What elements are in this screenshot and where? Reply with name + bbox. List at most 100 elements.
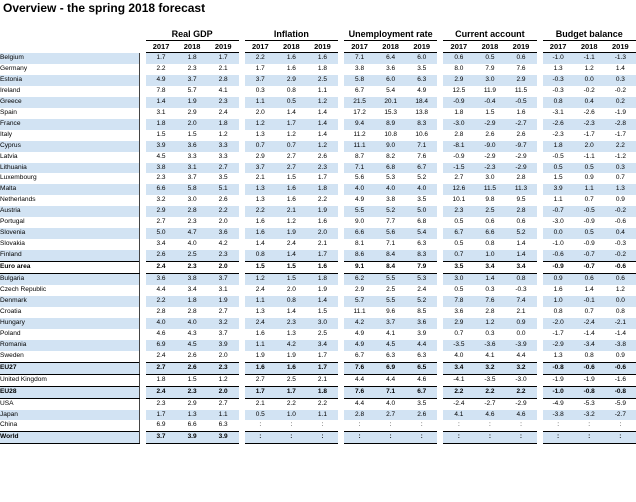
value-cell: -1.7 [542,328,574,340]
value-cell: 1.4 [306,295,338,307]
value-cell: 7.1 [344,162,376,174]
column-gap [238,295,245,307]
value-cell: -2.7 [604,409,636,421]
column-gap [437,273,444,286]
table-row: Czech Republic 4.4 3.4 3.1 2.4 2.0 1.9 2.9 2.5 2.… [0,285,636,296]
column-gap [238,151,245,163]
value-cell: 1.6 [244,328,276,340]
value-cell: -2.4 [443,398,475,410]
value-cell: -1.1 [573,151,605,163]
value-cell: 0.7 [275,140,307,152]
value-cell: : [505,420,537,432]
value-cell: 3.6 [145,273,177,286]
country-name: Slovakia [0,239,140,251]
value-cell: 1.3 [542,63,574,75]
column-gap [238,129,245,141]
value-cell: 2.2 [145,63,177,75]
value-cell: 1.1 [573,184,605,196]
column-gap [337,118,345,130]
country-name: Luxembourg [0,173,140,185]
value-cell: -0.3 [542,74,574,86]
table-row: Greece 1.4 1.9 2.3 1.1 0.5 1.2 21.5 20.1 18.4 -0.9… [0,96,636,108]
value-cell: 0.6 [505,52,537,64]
value-cell: 1.9 [306,206,338,218]
value-cell: 0.3 [604,162,636,174]
value-cell: 4.6 [505,409,537,421]
column-gap [536,273,543,286]
value-cell: 2.6 [176,350,208,363]
column-gap [139,173,146,185]
value-cell: 2.2 [244,52,276,64]
column-gap [536,398,543,410]
table-row: Luxembourg 2.3 3.7 3.5 2.1 1.5 1.7 5.6 5.3 5.2 2.7… [0,173,636,185]
column-gap [238,317,245,329]
column-gap [536,409,543,421]
value-cell: 2.0 [244,107,276,119]
value-cell: -0.6 [604,217,636,229]
value-cell: 0.8 [474,239,506,251]
value-cell: 5.5 [344,206,376,218]
column-gap [437,162,444,174]
value-cell: : [375,420,407,432]
column-gap [238,184,245,196]
value-cell: 10.8 [375,129,407,141]
year-header: 2017 [244,40,276,53]
column-gap [139,374,146,387]
forecast-table: Real GDP Inflation Unemployment rate Curren… [0,18,636,445]
table-body: Belgium 1.7 1.8 1.7 2.2 1.6 1.6 7.1 6.4 6.0 0.6 0.5… [0,52,636,445]
value-cell: 1.3 [275,328,307,340]
value-cell: 0.7 [573,195,605,207]
column-gap [536,162,543,174]
value-cell: 4.9 [406,85,438,97]
value-cell: 3.6 [443,306,475,318]
value-cell: -2.4 [573,317,605,329]
column-gap [238,85,245,97]
value-cell: 1.6 [275,184,307,196]
country-name: Finland [0,250,140,262]
value-cell: 0.6 [573,273,605,286]
value-cell: 1.2 [306,96,338,108]
value-cell: 1.8 [306,385,338,399]
value-cell: -3.5 [443,339,475,351]
value-cell: 1.5 [244,261,276,275]
value-cell: 1.6 [306,52,338,64]
table-row: Bulgaria 3.6 3.8 3.7 1.2 1.5 1.8 6.2 5.5 5.3 3.0 1.… [0,273,636,286]
value-cell: 1.2 [244,273,276,286]
column-gap [337,129,345,141]
corner-cell [0,18,139,41]
column-gap [139,350,146,363]
value-cell: 0.7 [244,140,276,152]
value-cell: 2.3 [443,206,475,218]
value-cell: 2.8 [505,173,537,185]
value-cell: 2.2 [244,206,276,218]
year-header-row: 2017 2018 2019 2017 2018 2019 2017 2018 2019 2017… [0,40,636,53]
value-cell: : [344,420,376,432]
value-cell: 3.3 [207,151,239,163]
value-cell: -2.6 [542,118,574,130]
value-cell: 1.7 [306,361,338,375]
value-cell: -1.9 [542,374,574,387]
column-gap [238,195,245,207]
value-cell: 6.7 [344,85,376,97]
country-name: USA [0,398,140,410]
column-gap [437,398,444,410]
table-row: Malta 6.6 5.8 5.1 1.3 1.6 1.8 4.0 4.0 4.0 12.6 11.5… [0,184,636,196]
value-cell: 1.5 [145,129,177,141]
value-cell: 6.6 [344,228,376,240]
value-cell: -3.8 [604,339,636,351]
column-gap [139,162,146,174]
value-cell: 3.9 [176,431,208,445]
value-cell: -0.4 [474,96,506,108]
year-header: 2019 [207,40,239,53]
value-cell: : [542,420,574,432]
value-cell: 4.1 [375,328,407,340]
value-cell: 1.6 [505,107,537,119]
value-cell: 7.6 [344,361,376,375]
value-cell: 1.4 [275,250,307,262]
country-name: EU27 [0,361,140,375]
value-cell: -0.2 [604,250,636,262]
value-cell: 3.2 [474,361,506,375]
country-name: Malta [0,184,140,196]
country-name: World [0,431,140,445]
value-cell: 2.1 [306,374,338,387]
